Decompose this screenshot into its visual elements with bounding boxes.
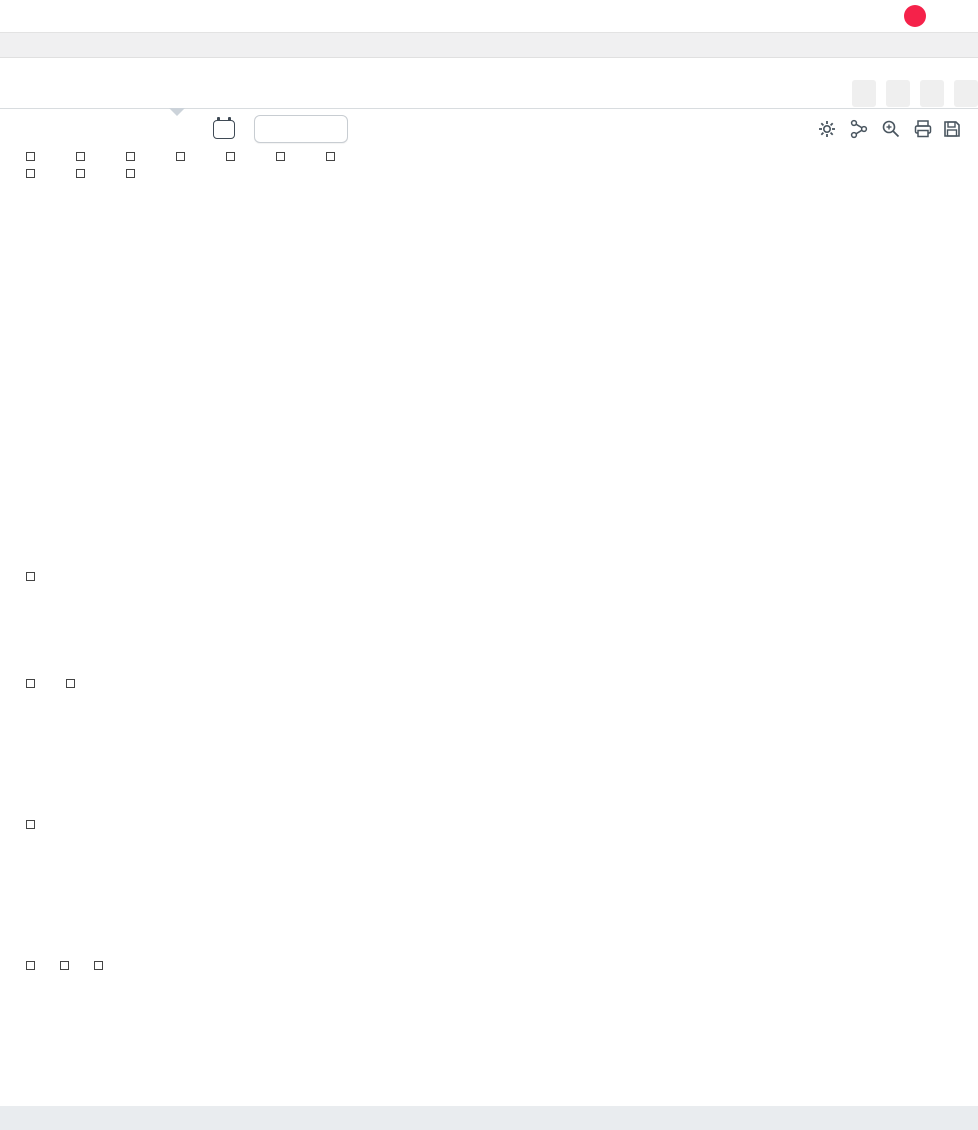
legend-swatch <box>26 961 35 970</box>
printer-icon <box>914 120 932 138</box>
watchlist-button[interactable] <box>886 80 910 107</box>
divider <box>0 108 978 109</box>
date-picker[interactable] <box>213 116 240 139</box>
chart-toolbar <box>0 109 978 149</box>
legend-swatch <box>26 169 35 178</box>
legend-swatch <box>76 169 85 178</box>
handeln-button[interactable] <box>954 80 978 107</box>
tab-bar <box>0 78 978 116</box>
chart-legend-row2 <box>26 169 140 178</box>
legend-swatch <box>226 152 235 161</box>
legend-item <box>76 152 90 161</box>
legend-swatch <box>60 961 69 970</box>
legend-item <box>76 169 90 178</box>
chart-legend-row1 <box>26 152 340 161</box>
legend-swatch <box>26 152 35 161</box>
page-header <box>0 0 978 32</box>
save-floppy-icon <box>944 121 960 137</box>
zoom-in-icon <box>882 120 900 138</box>
volume-panel-title <box>26 572 40 581</box>
legend-swatch <box>26 572 35 581</box>
legend-swatch <box>176 152 185 161</box>
price-cluster <box>889 5 956 27</box>
action-buttons <box>852 80 978 107</box>
legend-swatch <box>126 169 135 178</box>
legend-item <box>126 169 140 178</box>
legend-swatch <box>26 679 35 688</box>
chart-canvas[interactable] <box>0 149 978 1130</box>
legend-swatch <box>126 152 135 161</box>
legend-item <box>126 152 140 161</box>
gear-icon <box>819 121 835 137</box>
page-footer-strip <box>0 1106 978 1130</box>
legend-item <box>226 152 240 161</box>
active-tab-notch <box>169 108 185 116</box>
zoom-button[interactable] <box>880 118 905 140</box>
save-button[interactable] <box>941 118 966 140</box>
chart-area <box>0 149 978 1130</box>
print-button[interactable] <box>912 118 934 140</box>
depot-button[interactable] <box>920 80 944 107</box>
legend-item <box>26 169 40 178</box>
legend-item <box>326 152 340 161</box>
trend-down-badge <box>904 5 926 27</box>
legend-item <box>276 152 290 161</box>
exchange-select[interactable] <box>254 115 348 143</box>
legend-swatch <box>76 152 85 161</box>
macd-panel-title <box>26 961 108 970</box>
stochastic-panel-title <box>26 679 80 688</box>
sub-header <box>0 32 978 58</box>
settings-button[interactable] <box>816 118 841 140</box>
rsi-panel-title <box>26 820 40 829</box>
share-button[interactable] <box>848 118 873 140</box>
calendar-icon <box>213 116 235 139</box>
legend-swatch <box>26 820 35 829</box>
legend-swatch <box>66 679 75 688</box>
legend-swatch <box>276 152 285 161</box>
trade-free-button[interactable] <box>852 80 876 107</box>
legend-swatch <box>94 961 103 970</box>
legend-item <box>26 152 40 161</box>
legend-swatch <box>326 152 335 161</box>
legend-item <box>176 152 190 161</box>
spacer <box>0 58 978 78</box>
share-nodes-icon <box>850 119 868 139</box>
